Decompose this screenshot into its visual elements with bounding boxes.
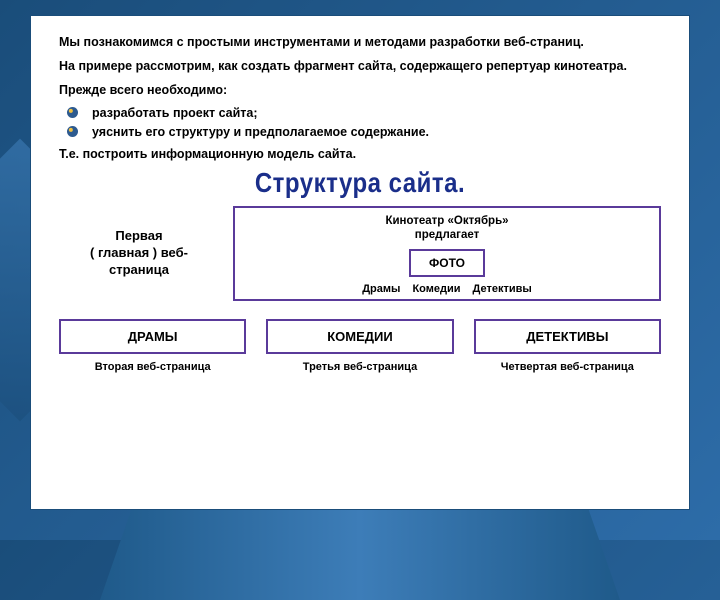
genres-row: Драмы Комедии Детективы <box>362 283 532 295</box>
subpage-caption: Третья веб-страница <box>266 361 453 373</box>
main-page-box: Кинотеатр «Октябрь» предлагает ФОТО Драм… <box>233 206 661 302</box>
intro-paragraph-3: Прежде всего необходимо: <box>59 82 661 99</box>
main-box-title-line: Кинотеатр «Октябрь» <box>385 215 508 227</box>
subpage-caption: Четвертая веб-страница <box>474 361 661 373</box>
genre-item: Драмы <box>362 283 400 295</box>
main-diagram-row: Первая ( главная ) веб- страница Кинотеа… <box>59 206 661 302</box>
main-label-line: страница <box>59 262 219 279</box>
list-item-text: разработать проект сайта; <box>92 106 258 120</box>
subpage-box: КОМЕДИИ <box>266 319 453 354</box>
subpage-box: ДЕТЕКТИВЫ <box>474 319 661 354</box>
genre-item: Детективы <box>473 283 532 295</box>
intro-block: Мы познакомимся с простыми инструментами… <box>59 34 661 163</box>
list-item: уяснить его структуру и предполагаемое с… <box>59 125 661 139</box>
intro-paragraph-1: Мы познакомимся с простыми инструментами… <box>59 34 661 51</box>
main-label-line: ( главная ) веб- <box>59 245 219 262</box>
bullet-icon <box>67 126 78 137</box>
slide-frame: Мы познакомимся с простыми инструментами… <box>30 15 690 510</box>
list-item-text: уяснить его структуру и предполагаемое с… <box>92 125 429 139</box>
photo-box: ФОТО <box>409 249 485 277</box>
subpage-col: ДЕТЕКТИВЫ Четвертая веб-страница <box>474 319 661 373</box>
subpage-caption: Вторая веб-страница <box>59 361 246 373</box>
main-label-line: Первая <box>59 228 219 245</box>
intro-paragraph-4: Т.е. построить информационную модель сай… <box>59 146 661 163</box>
subpage-col: ДРАМЫ Вторая веб-страница <box>59 319 246 373</box>
main-page-label: Первая ( главная ) веб- страница <box>59 206 219 302</box>
photo-label: ФОТО <box>429 256 465 270</box>
main-box-title-line: предлагает <box>415 229 479 241</box>
subpage-box: ДРАМЫ <box>59 319 246 354</box>
list-item: разработать проект сайта; <box>59 106 661 120</box>
bullet-list: разработать проект сайта; уяснить его ст… <box>59 106 661 139</box>
genre-item: Комедии <box>412 283 460 295</box>
intro-paragraph-2: На примере рассмотрим, как создать фрагм… <box>59 58 661 75</box>
subpage-col: КОМЕДИИ Третья веб-страница <box>266 319 453 373</box>
section-title: Структура сайта. <box>59 167 661 199</box>
subpages-row: ДРАМЫ Вторая веб-страница КОМЕДИИ Третья… <box>59 319 661 373</box>
main-box-title: Кинотеатр «Октябрь» предлагает <box>385 214 508 244</box>
bullet-icon <box>67 107 78 118</box>
